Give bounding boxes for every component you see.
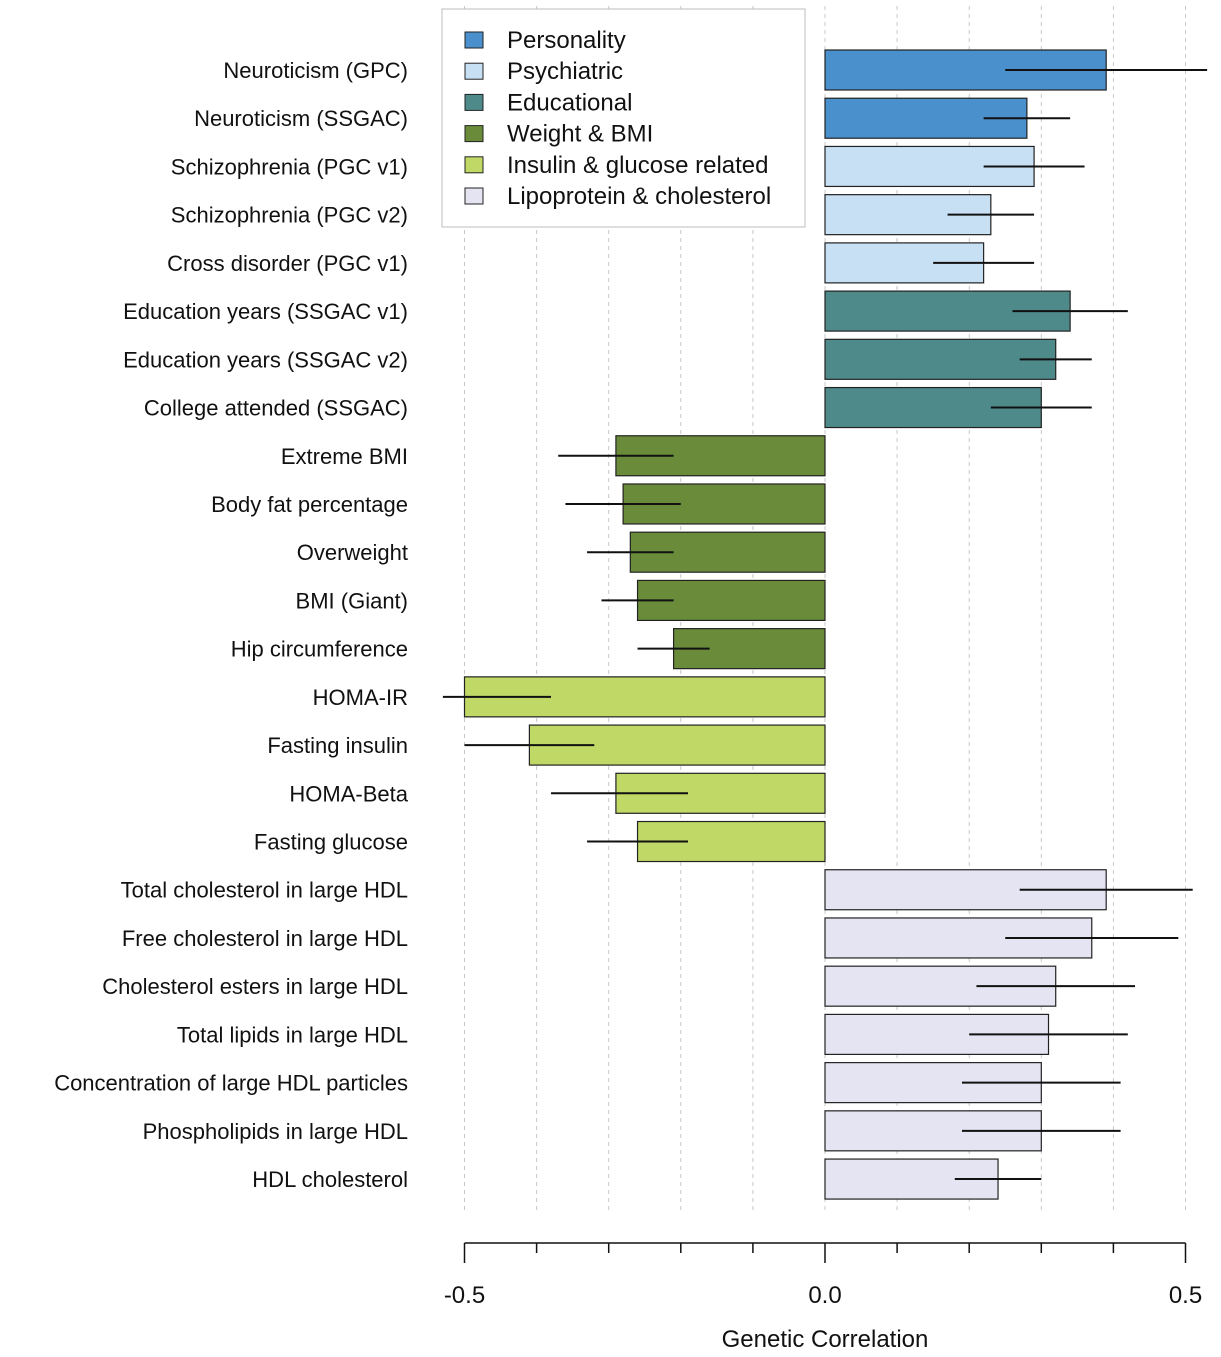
legend-label: Psychiatric bbox=[507, 58, 623, 85]
category-label: Education years (SSGAC v2) bbox=[123, 347, 408, 372]
category-label: Extreme BMI bbox=[281, 444, 408, 469]
bars bbox=[463, 49, 1107, 1200]
legend-swatch bbox=[464, 156, 484, 174]
legend-label: Educational bbox=[507, 89, 632, 116]
category-labels: Neuroticism (GPC) Neuroticism (SSGAC) Schi… bbox=[54, 58, 409, 1192]
legend-label: Weight & BMI bbox=[507, 121, 653, 148]
legend-swatch bbox=[464, 62, 484, 80]
category-label: Education years (SSGAC v1) bbox=[123, 299, 408, 324]
category-label: HOMA-Beta bbox=[289, 781, 408, 806]
x-axis-label: Genetic Correlation bbox=[722, 1326, 929, 1353]
category-label: Cholesterol esters in large HDL bbox=[102, 974, 408, 999]
legend-swatch bbox=[464, 31, 484, 49]
x-tick-label: -0.5 bbox=[444, 1282, 485, 1309]
category-label: Neuroticism (SSGAC) bbox=[194, 106, 408, 131]
category-label: Overweight bbox=[297, 540, 408, 565]
category-label: Schizophrenia (PGC v2) bbox=[171, 203, 408, 228]
category-label: Cross disorder (PGC v1) bbox=[167, 251, 408, 276]
category-label: College attended (SSGAC) bbox=[144, 396, 408, 421]
x-tick-label: 0.5 bbox=[1169, 1282, 1202, 1309]
error-bars bbox=[442, 69, 1208, 1181]
legend-label: Lipoprotein & cholesterol bbox=[507, 183, 771, 210]
category-label: Phospholipids in large HDL bbox=[143, 1119, 408, 1144]
legend-swatch bbox=[464, 187, 484, 205]
legend: Personality Psychiatric Educational Weight … bbox=[441, 8, 806, 228]
category-label: Neuroticism (GPC) bbox=[223, 58, 408, 83]
category-label: Concentration of large HDL particles bbox=[54, 1071, 408, 1096]
category-label: Total lipids in large HDL bbox=[177, 1022, 408, 1047]
legend-label: Personality bbox=[507, 27, 626, 54]
legend-swatch bbox=[464, 125, 484, 143]
x-tick-label: 0.0 bbox=[808, 1282, 841, 1309]
category-label: Hip circumference bbox=[231, 637, 408, 662]
legend-label: Insulin & glucose related bbox=[507, 152, 769, 179]
category-label: Total cholesterol in large HDL bbox=[121, 878, 408, 903]
category-label: HOMA-IR bbox=[313, 685, 408, 710]
category-label: Free cholesterol in large HDL bbox=[122, 926, 408, 951]
category-label: Fasting glucose bbox=[254, 830, 408, 855]
x-axis: -0.5 0.0 0.5 bbox=[444, 1242, 1202, 1309]
legend-box bbox=[441, 8, 806, 228]
category-label: Body fat percentage bbox=[211, 492, 408, 517]
category-label: BMI (Giant) bbox=[296, 588, 408, 613]
category-label: Fasting insulin bbox=[267, 733, 408, 758]
legend-swatch bbox=[464, 93, 484, 111]
bar bbox=[824, 338, 1057, 380]
category-label: HDL cholesterol bbox=[252, 1167, 408, 1192]
category-label: Schizophrenia (PGC v1) bbox=[171, 154, 408, 179]
